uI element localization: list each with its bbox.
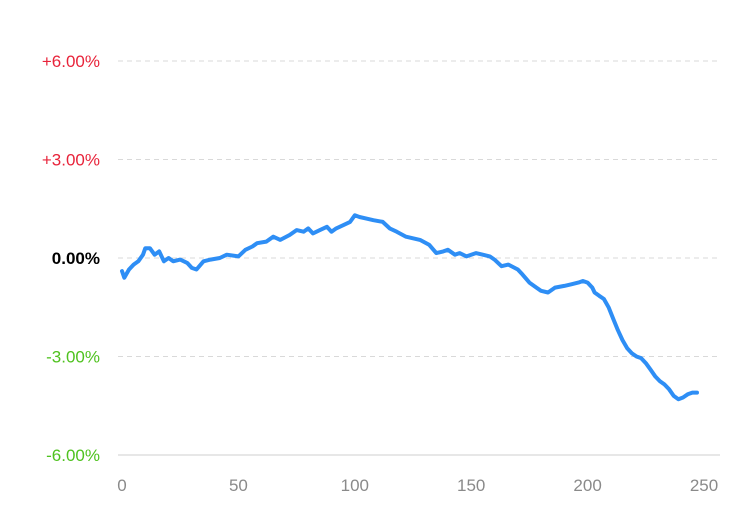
y-tick-label: 0.00%: [52, 249, 100, 268]
y-tick-label: -6.00%: [46, 446, 100, 465]
series-layer: [120, 213, 699, 402]
y-tick-label: +6.00%: [42, 52, 100, 71]
x-tick-label: 200: [573, 476, 601, 495]
y-tick-label: -3.00%: [46, 348, 100, 367]
x-tick-label: 0: [117, 476, 126, 495]
x-axis-tick-labels: 0 50 100 150 200 250: [117, 476, 718, 495]
grid: [118, 60, 720, 456]
x-tick-label: 50: [229, 476, 248, 495]
x-tick-label: 100: [341, 476, 369, 495]
x-tick-label: 250: [690, 476, 718, 495]
y-axis-tick-labels: +6.00% +3.00% 0.00% -3.00% -6.00%: [42, 52, 100, 465]
series-line: [120, 213, 699, 402]
y-tick-label: +3.00%: [42, 151, 100, 170]
x-tick-label: 150: [457, 476, 485, 495]
